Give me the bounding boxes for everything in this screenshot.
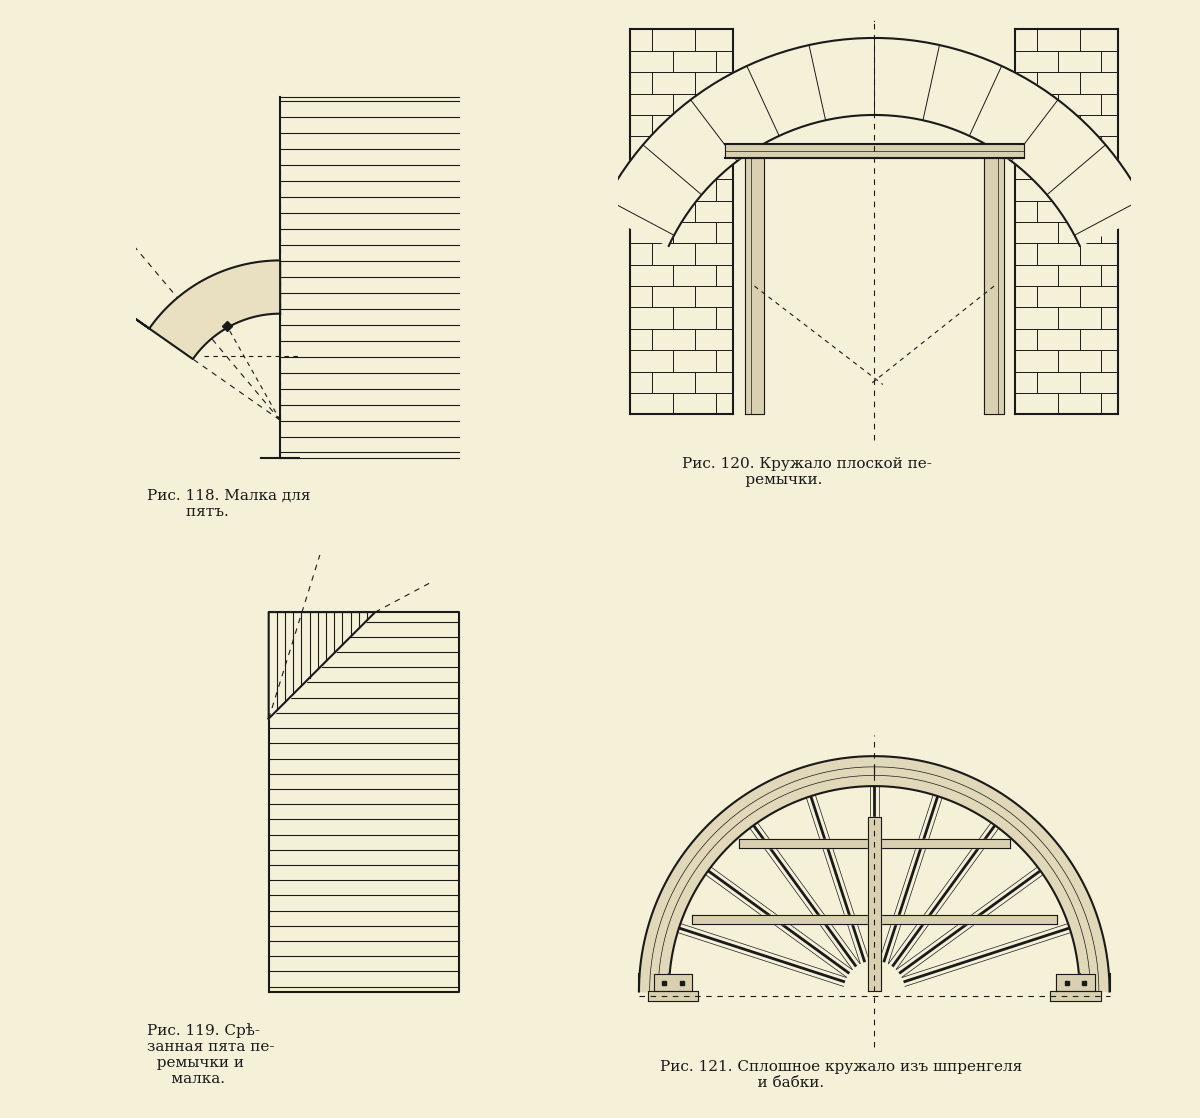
Polygon shape [269,613,376,719]
Text: Рис. 118. Малка для
        пятъ.: Рис. 118. Малка для пятъ. [148,489,311,519]
Polygon shape [599,38,1150,246]
Polygon shape [725,144,1024,158]
Polygon shape [648,992,698,1001]
Polygon shape [643,975,654,992]
Polygon shape [654,975,692,992]
Polygon shape [739,838,1009,849]
Polygon shape [691,915,1057,925]
Text: Рис. 121. Сплошное кружало изъ шпренгеля
                    и бабки.: Рис. 121. Сплошное кружало изъ шпренгеля… [660,1060,1022,1090]
Polygon shape [1050,992,1100,1001]
Text: Рис. 120. Кружало плоской пе-
             ремычки.: Рис. 120. Кружало плоской пе- ремычки. [682,457,931,487]
Polygon shape [745,158,764,415]
Polygon shape [1056,975,1094,992]
Polygon shape [80,260,280,359]
Text: Рис. 119. Срѣ-
занная пята пе-
  ремычки и
     малка.: Рис. 119. Срѣ- занная пята пе- ремычки и… [148,1023,275,1087]
Polygon shape [638,756,1110,992]
Polygon shape [984,158,1003,415]
Polygon shape [868,817,881,992]
